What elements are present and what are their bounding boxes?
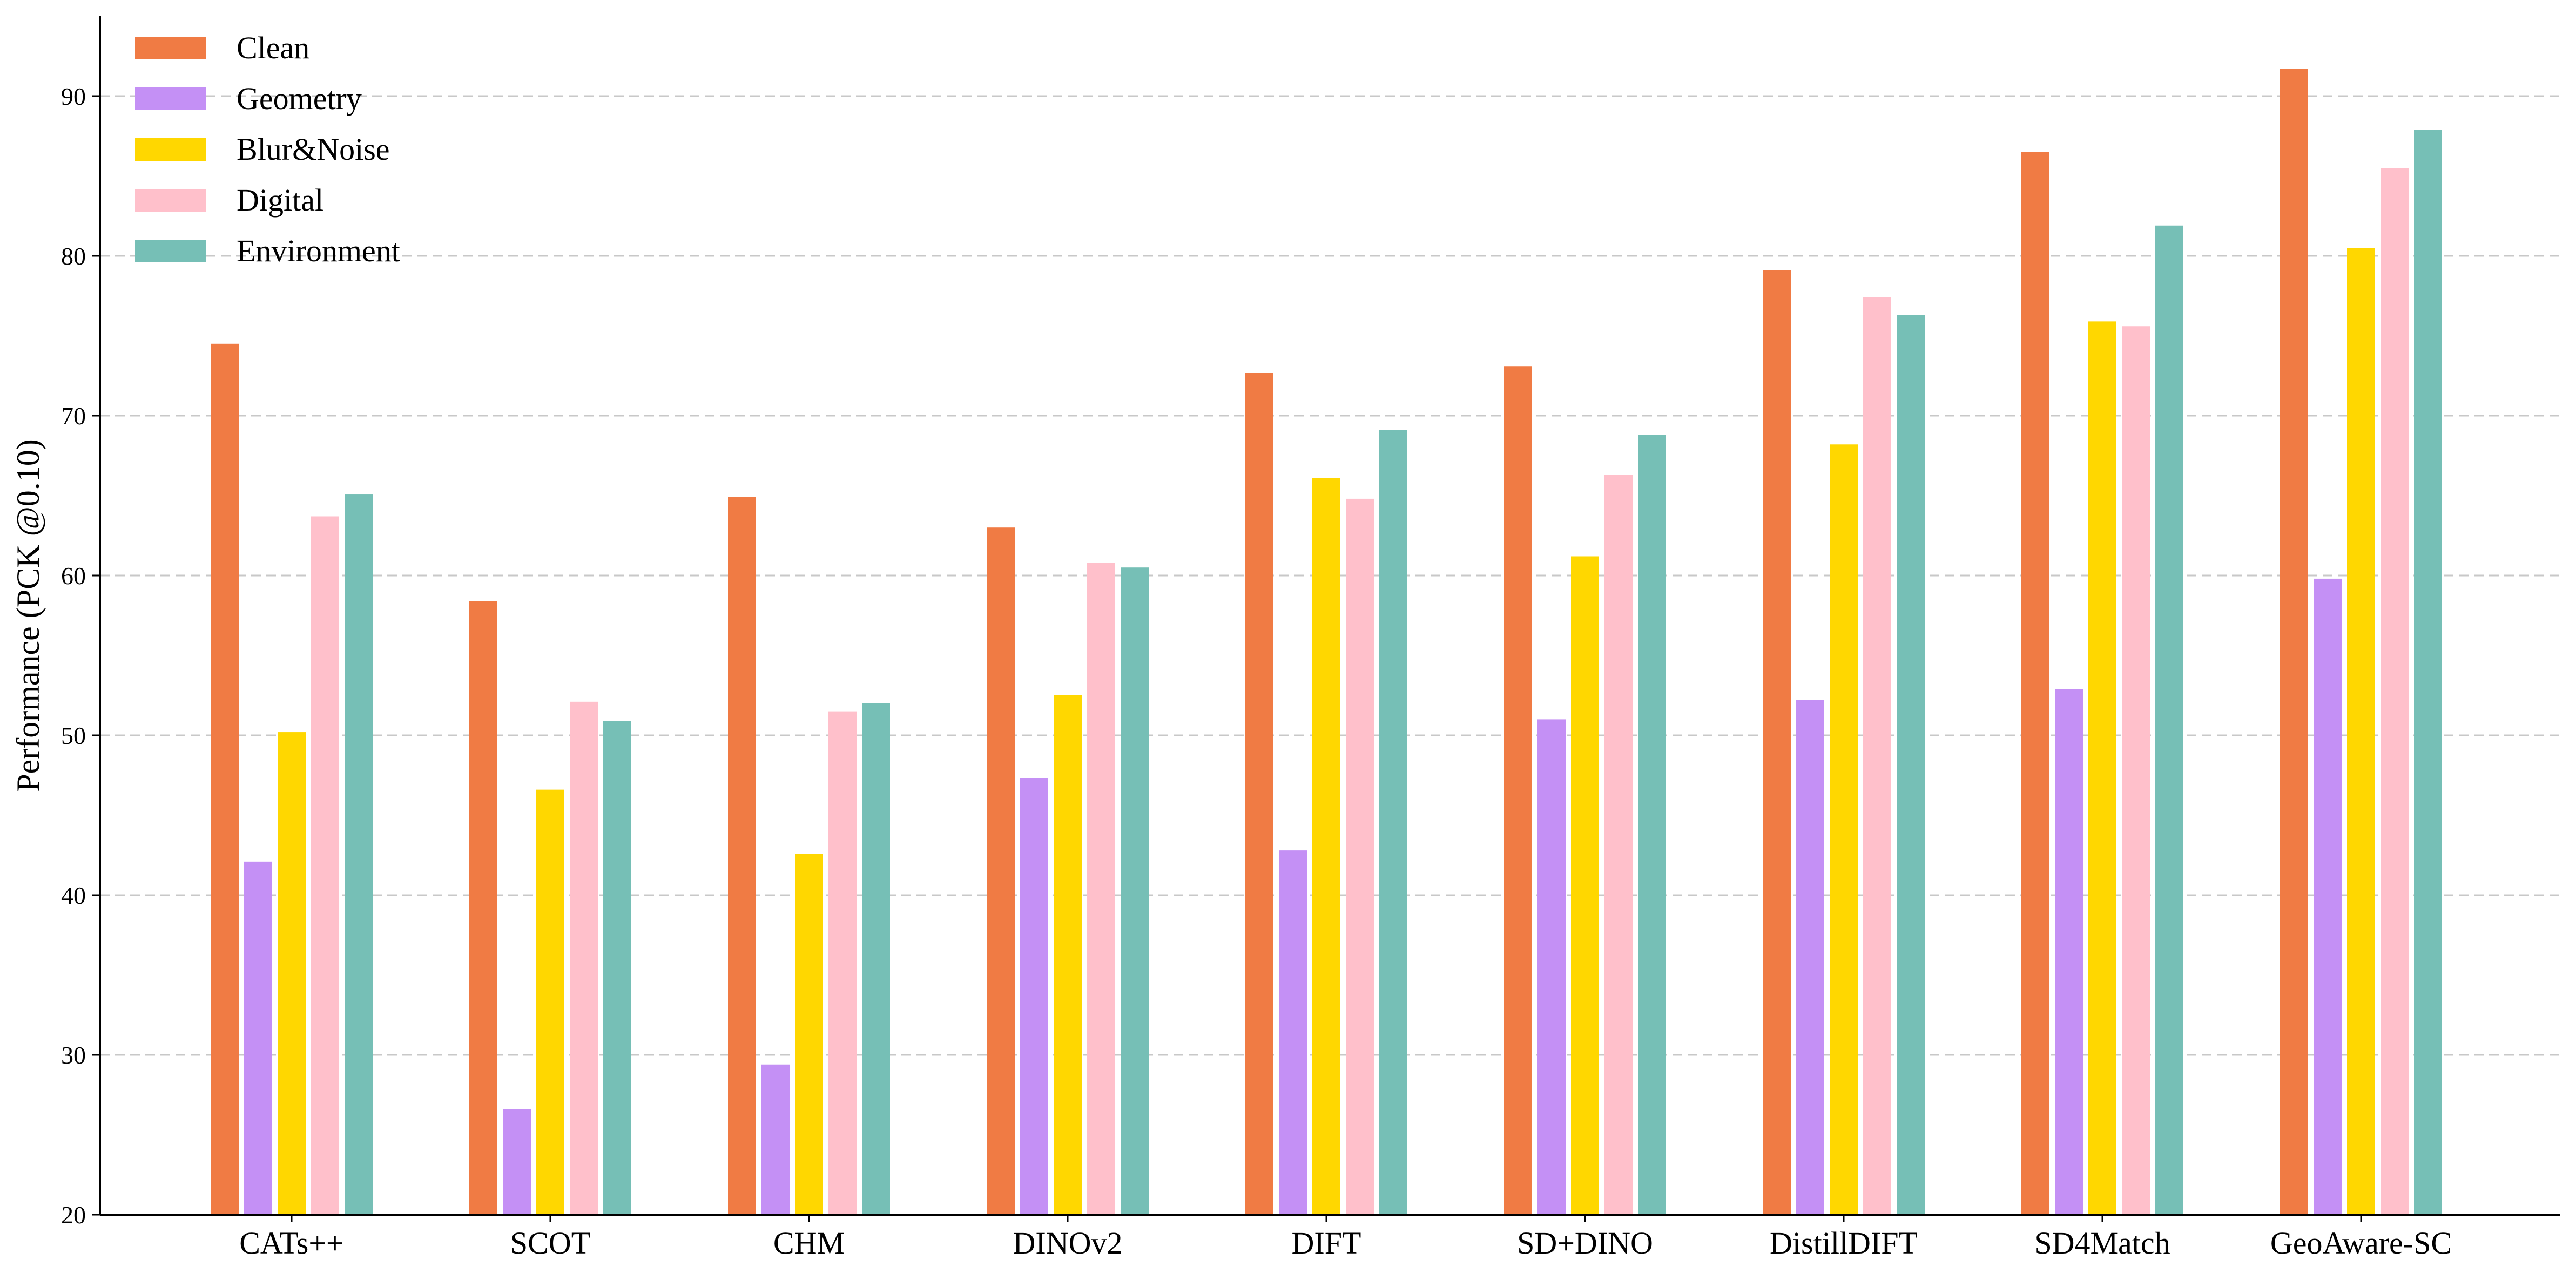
bar-blur-noise-dinov2	[1054, 695, 1082, 1215]
bar-geometry-sd4match	[2055, 689, 2083, 1215]
legend-label: Geometry	[237, 81, 362, 116]
x-tick-label: DINOv2	[1013, 1225, 1123, 1261]
bar-clean-geoaware-sc	[2280, 69, 2308, 1215]
y-tick-label: 80	[61, 242, 86, 270]
x-tick-label: CATs++	[239, 1225, 344, 1261]
y-tick-label: 50	[61, 722, 86, 749]
y-axis-label: Performance (PCK @0.10)	[10, 439, 46, 791]
bar-geometry-sd-dino	[1537, 719, 1566, 1215]
bar-geometry-chm	[761, 1064, 790, 1215]
bar-clean-sd-dino	[1504, 366, 1532, 1215]
bar-digital-geoaware-sc	[2381, 168, 2409, 1215]
bar-blur-noise-sd-dino	[1571, 556, 1599, 1215]
y-tick-label: 90	[61, 83, 86, 110]
x-tick-label: DistillDIFT	[1770, 1225, 1918, 1261]
bar-environment-distilldift	[1897, 315, 1925, 1215]
bar-blur-noise-cats-	[278, 732, 306, 1215]
y-tick-label: 70	[61, 402, 86, 430]
legend-label: Environment	[237, 233, 400, 268]
axes	[99, 16, 2560, 1216]
bar-blur-noise-dift	[1312, 478, 1340, 1215]
bar-clean-sd4match	[2021, 152, 2049, 1215]
bar-environment-sd4match	[2155, 225, 2183, 1215]
legend-swatch	[135, 87, 206, 110]
y-tick-label: 60	[61, 562, 86, 590]
bar-geometry-scot	[503, 1109, 531, 1215]
bar-clean-scot	[469, 601, 497, 1215]
bar-blur-noise-geoaware-sc	[2347, 248, 2375, 1215]
bars	[211, 69, 2442, 1215]
legend-label: Digital	[237, 182, 323, 218]
bar-geometry-cats-	[244, 861, 272, 1215]
bar-digital-scot	[570, 701, 598, 1215]
bar-blur-noise-chm	[795, 854, 823, 1215]
bar-geometry-geoaware-sc	[2314, 578, 2342, 1215]
bar-environment-scot	[603, 721, 631, 1215]
bar-clean-chm	[728, 497, 756, 1215]
legend-swatch	[135, 37, 206, 59]
bar-environment-dift	[1379, 430, 1407, 1215]
bar-environment-cats-	[345, 494, 373, 1215]
y-tick-label: 40	[61, 882, 86, 909]
bar-geometry-dift	[1279, 850, 1307, 1215]
bar-digital-sd4match	[2122, 326, 2150, 1215]
bar-clean-dinov2	[987, 527, 1015, 1215]
x-tick-labels: CATs++ SCOT CHM DINOv2 DIFT SD+DINO DistillDIF…	[239, 1215, 2452, 1261]
x-tick-label: SCOT	[510, 1225, 590, 1261]
legend-label: Clean	[237, 30, 309, 65]
bar-geometry-dinov2	[1020, 778, 1048, 1215]
bar-digital-dift	[1346, 498, 1374, 1215]
y-tick-label: 30	[61, 1041, 86, 1069]
bar-digital-cats-	[311, 516, 339, 1215]
bar-clean-distilldift	[1763, 270, 1791, 1215]
bar-digital-chm	[828, 711, 857, 1215]
x-tick-label: DIFT	[1292, 1225, 1361, 1261]
bar-environment-geoaware-sc	[2414, 130, 2442, 1215]
bar-clean-cats-	[211, 343, 239, 1215]
bar-digital-distilldift	[1863, 297, 1891, 1215]
bar-clean-dift	[1245, 373, 1273, 1215]
bar-blur-noise-scot	[536, 789, 564, 1215]
y-tick-labels: 20 30 40 50 60 70 80 90	[61, 83, 100, 1229]
legend-swatch	[135, 240, 206, 262]
x-tick-label: GeoAware-SC	[2270, 1225, 2452, 1261]
legend-swatch	[135, 138, 206, 161]
x-tick-label: SD4Match	[2034, 1225, 2170, 1261]
x-tick-label: CHM	[773, 1225, 845, 1261]
bar-geometry-distilldift	[1796, 700, 1824, 1215]
bar-blur-noise-sd4match	[2088, 321, 2116, 1215]
legend: Clean Geometry Blur&Noise Digital Environmen…	[135, 30, 400, 268]
legend-label: Blur&Noise	[237, 132, 390, 167]
y-tick-label: 20	[61, 1201, 86, 1229]
bar-digital-dinov2	[1087, 563, 1115, 1215]
legend-swatch	[135, 189, 206, 212]
bar-digital-sd-dino	[1604, 475, 1633, 1215]
bar-environment-chm	[862, 703, 890, 1215]
bar-environment-sd-dino	[1638, 435, 1666, 1215]
bar-blur-noise-distilldift	[1830, 444, 1858, 1215]
x-tick-label: SD+DINO	[1517, 1225, 1653, 1261]
bar-environment-dinov2	[1121, 567, 1149, 1215]
